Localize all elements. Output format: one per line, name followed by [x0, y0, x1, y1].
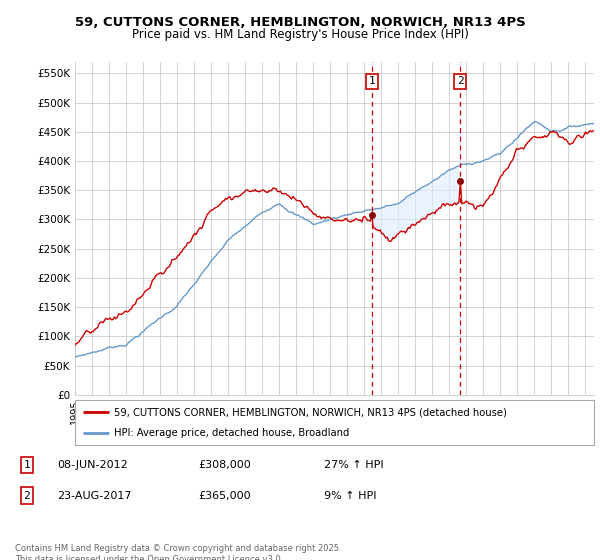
- Text: 23-AUG-2017: 23-AUG-2017: [57, 491, 131, 501]
- Text: £365,000: £365,000: [198, 491, 251, 501]
- Text: £308,000: £308,000: [198, 460, 251, 470]
- Text: 2: 2: [23, 491, 31, 501]
- Text: 1: 1: [368, 77, 375, 86]
- Text: Price paid vs. HM Land Registry's House Price Index (HPI): Price paid vs. HM Land Registry's House …: [131, 28, 469, 41]
- Text: 27% ↑ HPI: 27% ↑ HPI: [324, 460, 383, 470]
- Text: 59, CUTTONS CORNER, HEMBLINGTON, NORWICH, NR13 4PS (detached house): 59, CUTTONS CORNER, HEMBLINGTON, NORWICH…: [114, 408, 507, 418]
- Text: 08-JUN-2012: 08-JUN-2012: [57, 460, 128, 470]
- Text: 1: 1: [23, 460, 31, 470]
- Text: HPI: Average price, detached house, Broadland: HPI: Average price, detached house, Broa…: [114, 428, 349, 438]
- Text: 59, CUTTONS CORNER, HEMBLINGTON, NORWICH, NR13 4PS: 59, CUTTONS CORNER, HEMBLINGTON, NORWICH…: [74, 16, 526, 29]
- Text: 9% ↑ HPI: 9% ↑ HPI: [324, 491, 377, 501]
- Text: 2: 2: [457, 77, 464, 86]
- Text: Contains HM Land Registry data © Crown copyright and database right 2025.
This d: Contains HM Land Registry data © Crown c…: [15, 544, 341, 560]
